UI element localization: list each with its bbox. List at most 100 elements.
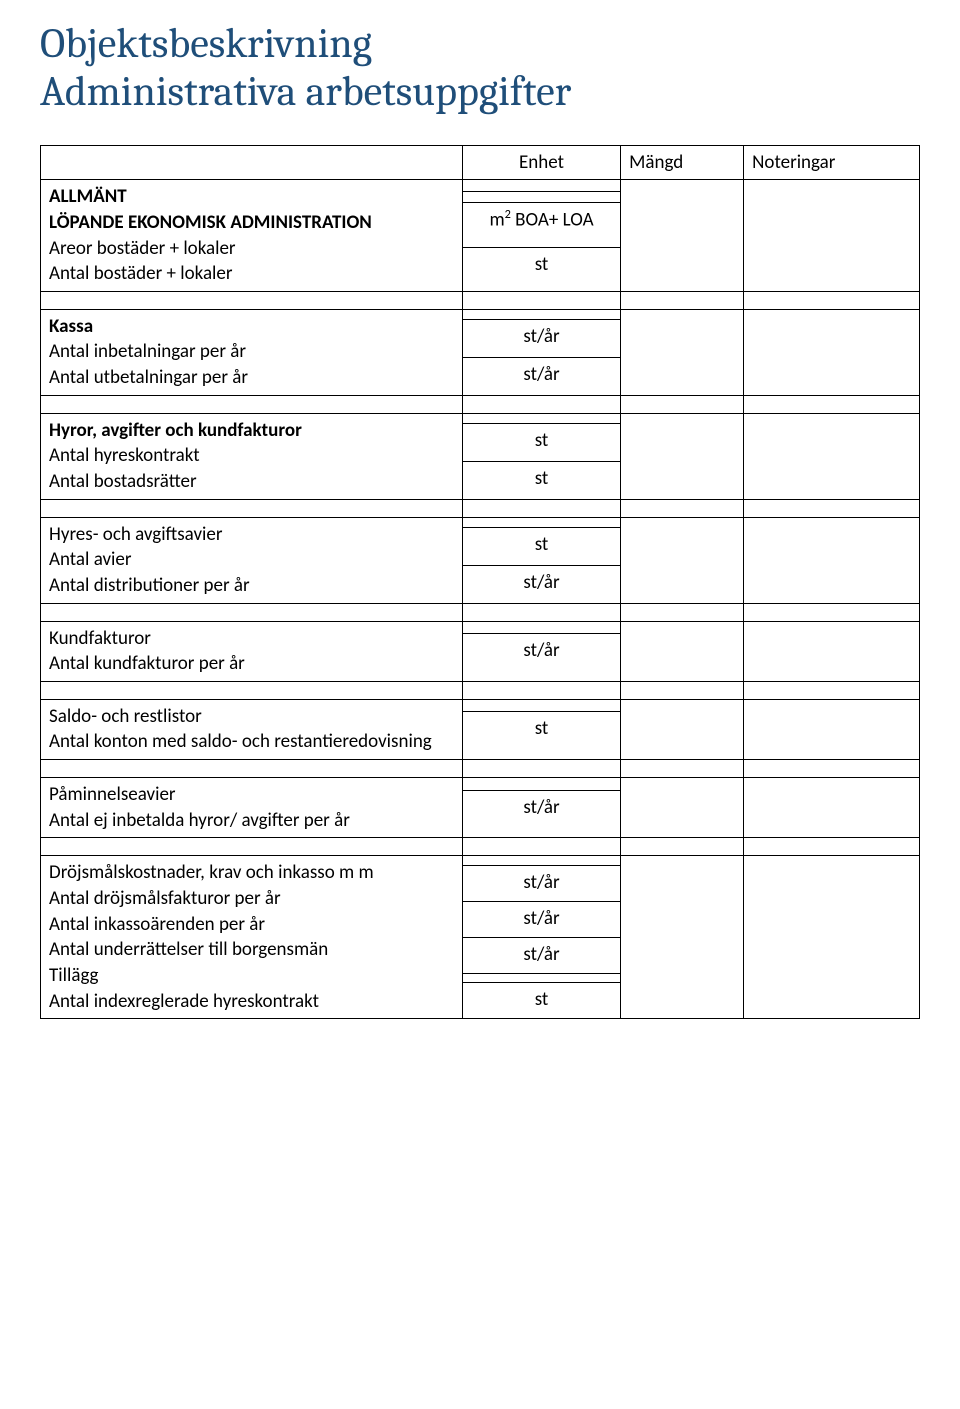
drojsmal-fakt-label: Antal dröjsmålsfakturor per år [49, 886, 454, 912]
table-row: Kundfakturor Antal kundfakturor per år [41, 621, 920, 633]
cell-empty [462, 191, 620, 202]
antal-avier-label: Antal avier [49, 547, 454, 573]
cell-empty [744, 621, 920, 681]
paminn-row-label: Antal ej inbetalda hyror/ avgifter per å… [49, 808, 454, 834]
areor-label: Areor bostäder + lokaler [49, 236, 454, 262]
cell-empty [462, 180, 620, 191]
title-line-2: Administrativa arbetsuppgifter [40, 67, 571, 116]
antal-dist-label: Antal distributioner per år [49, 573, 454, 599]
cell-empty [744, 517, 920, 603]
kundfakt-unit: st/år [462, 633, 620, 681]
header-mangd: Mängd [621, 145, 744, 180]
bostadsratter-unit: st [462, 461, 620, 499]
cell-empty [621, 180, 744, 292]
cell-empty [744, 180, 920, 292]
table-row: Saldo- och restlistor Antal konton med s… [41, 699, 920, 711]
hyreskontrakt-unit: st [462, 423, 620, 461]
cell-empty [462, 413, 620, 423]
title-line-1: Objektsbeskrivning [40, 19, 372, 68]
cell-empty [744, 778, 920, 838]
cell-empty [744, 699, 920, 759]
utbet-label: Antal utbetalningar per år [49, 365, 454, 391]
cell-empty [462, 699, 620, 711]
cell-empty [462, 973, 620, 982]
spacer-row [41, 760, 920, 778]
cell-empty [621, 517, 744, 603]
spacer-row [41, 838, 920, 856]
lopande-label: LÖPANDE EKONOMISK ADMINISTRATION [49, 210, 454, 236]
cell-empty [621, 699, 744, 759]
allmant-block: ALLMÄNT LÖPANDE EKONOMISK ADMINISTRATION… [41, 180, 463, 292]
cell-empty [621, 778, 744, 838]
inbet-unit: st/år [462, 319, 620, 357]
cell-empty [621, 621, 744, 681]
table-row: Dröjsmålskostnader, krav och inkasso m m… [41, 856, 920, 865]
hyresavgift-block: Hyres- och avgiftsavier Antal avier Anta… [41, 517, 463, 603]
kassa-label: Kassa [49, 314, 454, 340]
table-row: Kassa Antal inbetalningar per år Antal u… [41, 309, 920, 319]
paminn-head-label: Påminnelseavier [49, 782, 454, 808]
antal-bost-label: Antal bostäder + lokaler [49, 261, 454, 287]
main-table: Enhet Mängd Noteringar ALLMÄNT LÖPANDE E… [40, 145, 920, 1020]
kassa-block: Kassa Antal inbetalningar per år Antal u… [41, 309, 463, 395]
cell-empty [744, 856, 920, 1019]
spacer-row [41, 603, 920, 621]
paminn-block: Påminnelseavier Antal ej inbetalda hyror… [41, 778, 463, 838]
underrattelser-label: Antal underrättelser till borgensmän [49, 937, 454, 963]
unit-boa-loa: BOA+ LOA [511, 208, 594, 231]
kundfakt-head-label: Kundfakturor [49, 626, 454, 652]
table-header-row: Enhet Mängd Noteringar [41, 145, 920, 180]
indexreg-label: Antal indexreglerade hyreskontrakt [49, 989, 454, 1015]
spacer-row [41, 291, 920, 309]
spacer-row [41, 681, 920, 699]
saldo-row-label: Antal konton med saldo- och restantiered… [49, 729, 454, 755]
kundfakt-block: Kundfakturor Antal kundfakturor per år [41, 621, 463, 681]
hyres-avgift-label: Hyres- och avgiftsavier [49, 522, 454, 548]
table-row: Hyror, avgifter och kundfakturor Antal h… [41, 413, 920, 423]
antal-dist-unit: st/år [462, 565, 620, 603]
drojsmal-fakt-unit: st/år [462, 865, 620, 901]
utbet-unit: st/år [462, 357, 620, 395]
inkasso-label: Antal inkassoärenden per år [49, 912, 454, 938]
spacer-row [41, 499, 920, 517]
cell-empty [462, 621, 620, 633]
indexreg-unit: st [462, 983, 620, 1019]
hyror-block: Hyror, avgifter och kundfakturor Antal h… [41, 413, 463, 499]
bostadsratter-label: Antal bostadsrätter [49, 469, 454, 495]
spacer-row [41, 395, 920, 413]
hyror-head-label: Hyror, avgifter och kundfakturor [49, 418, 454, 444]
cell-empty [462, 856, 620, 865]
table-row: Påminnelseavier Antal ej inbetalda hyror… [41, 778, 920, 790]
kundfakt-label: Antal kundfakturor per år [49, 651, 454, 677]
paminn-unit: st/år [462, 790, 620, 838]
underrattelser-unit: st/år [462, 937, 620, 973]
main-table-container: Enhet Mängd Noteringar ALLMÄNT LÖPANDE E… [40, 145, 920, 1020]
areor-unit: m2 BOA+ LOA [462, 203, 620, 248]
table-row: ALLMÄNT LÖPANDE EKONOMISK ADMINISTRATION… [41, 180, 920, 191]
cell-empty [621, 856, 744, 1019]
saldo-unit: st [462, 712, 620, 760]
cell-empty [621, 309, 744, 395]
cell-empty [462, 309, 620, 319]
hyreskontrakt-label: Antal hyreskontrakt [49, 443, 454, 469]
inbet-label: Antal inbetalningar per år [49, 339, 454, 365]
header-noteringar: Noteringar [744, 145, 920, 180]
antal-bost-unit: st [462, 247, 620, 291]
antal-avier-unit: st [462, 527, 620, 565]
table-row: Hyres- och avgiftsavier Antal avier Anta… [41, 517, 920, 527]
allmant-label: ALLMÄNT [49, 184, 454, 210]
cell-empty [621, 413, 744, 499]
unit-m: m [489, 208, 504, 231]
inkasso-unit: st/år [462, 901, 620, 937]
cell-empty [462, 517, 620, 527]
saldo-block: Saldo- och restlistor Antal konton med s… [41, 699, 463, 759]
cell-empty [744, 309, 920, 395]
saldo-head-label: Saldo- och restlistor [49, 704, 454, 730]
page-title: Objektsbeskrivning Administrativa arbets… [40, 20, 920, 117]
cell-empty [462, 778, 620, 790]
drojsmal-block: Dröjsmålskostnader, krav och inkasso m m… [41, 856, 463, 1019]
header-enhet: Enhet [462, 145, 620, 180]
tillagg-label: Tillägg [49, 963, 454, 989]
header-empty [41, 145, 463, 180]
cell-empty [744, 413, 920, 499]
